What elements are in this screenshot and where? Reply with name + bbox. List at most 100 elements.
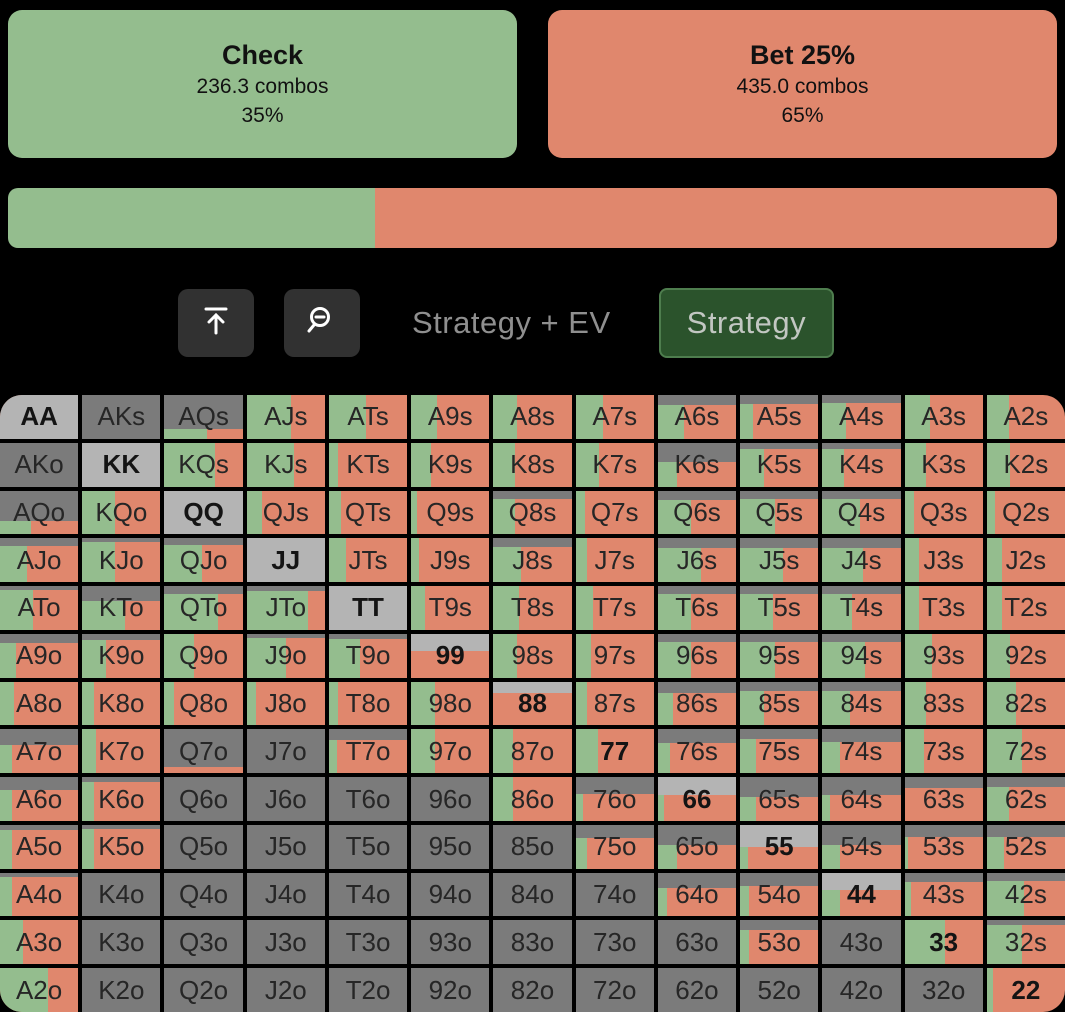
hand-cell-73s[interactable]: 73s (904, 729, 983, 774)
hand-cell-KTs[interactable]: KTs (328, 442, 408, 487)
hand-cell-A9o[interactable]: A9o (0, 633, 79, 678)
hand-cell-A6s[interactable]: A6s (657, 395, 737, 439)
hand-cell-73o[interactable]: 73o (575, 920, 654, 965)
hand-cell-42s[interactable]: 42s (986, 872, 1065, 917)
hand-cell-J2s[interactable]: J2s (986, 538, 1065, 583)
hand-cell-K3s[interactable]: K3s (904, 442, 983, 487)
hand-cell-Q3o[interactable]: Q3o (164, 920, 243, 965)
hand-cell-43s[interactable]: 43s (904, 872, 983, 917)
hand-cell-K2o[interactable]: K2o (82, 968, 161, 1012)
hand-cell-A5s[interactable]: A5s (740, 395, 819, 439)
hand-cell-72s[interactable]: 72s (986, 729, 1065, 774)
hand-cell-72o[interactable]: 72o (575, 968, 654, 1012)
hand-cell-T7s[interactable]: T7s (575, 586, 654, 630)
hand-cell-K4o[interactable]: K4o (82, 872, 161, 917)
hand-cell-65s[interactable]: 65s (740, 777, 819, 821)
hand-cell-K8o[interactable]: K8o (82, 681, 161, 726)
hand-cell-JTo[interactable]: JTo (246, 586, 325, 630)
hand-cell-T6s[interactable]: T6s (657, 586, 737, 630)
hand-cell-K4s[interactable]: K4s (822, 442, 901, 487)
hand-cell-63o[interactable]: 63o (657, 920, 737, 965)
hand-cell-84o[interactable]: 84o (493, 872, 572, 917)
hand-cell-K6o[interactable]: K6o (82, 777, 161, 821)
hand-cell-93s[interactable]: 93s (904, 633, 983, 678)
hand-cell-82o[interactable]: 82o (493, 968, 572, 1012)
hand-cell-94s[interactable]: 94s (822, 633, 901, 678)
hand-cell-97o[interactable]: 97o (411, 729, 490, 774)
hand-cell-Q7s[interactable]: Q7s (575, 490, 654, 535)
hand-cell-KQs[interactable]: KQs (164, 442, 243, 487)
hand-cell-A6o[interactable]: A6o (0, 777, 79, 821)
hand-cell-66[interactable]: 66 (657, 777, 737, 821)
hand-cell-K3o[interactable]: K3o (82, 920, 161, 965)
hand-cell-KJs[interactable]: KJs (246, 442, 325, 487)
hand-cell-75o[interactable]: 75o (575, 824, 654, 869)
hand-cell-Q4o[interactable]: Q4o (164, 872, 243, 917)
zoom-out-button[interactable] (284, 289, 360, 357)
hand-cell-QTo[interactable]: QTo (164, 586, 243, 630)
hand-cell-AKo[interactable]: AKo (0, 442, 79, 487)
hand-cell-A4s[interactable]: A4s (822, 395, 901, 439)
hand-cell-92o[interactable]: 92o (411, 968, 490, 1012)
hand-cell-63s[interactable]: 63s (904, 777, 983, 821)
view-option-strategy-ev[interactable]: Strategy + EV (412, 305, 611, 340)
hand-cell-Q6o[interactable]: Q6o (164, 777, 243, 821)
hand-cell-K9s[interactable]: K9s (411, 442, 490, 487)
hand-cell-T9o[interactable]: T9o (328, 633, 408, 678)
hand-cell-AQo[interactable]: AQo (0, 490, 79, 535)
hand-cell-AQs[interactable]: AQs (164, 395, 243, 439)
hand-cell-J9o[interactable]: J9o (246, 633, 325, 678)
hand-cell-53o[interactable]: 53o (740, 920, 819, 965)
hand-cell-T5o[interactable]: T5o (328, 824, 408, 869)
hand-cell-T4o[interactable]: T4o (328, 872, 408, 917)
hand-cell-J7s[interactable]: J7s (575, 538, 654, 583)
hand-cell-ATs[interactable]: ATs (328, 395, 408, 439)
action-button-check[interactable]: Check 236.3 combos 35% (8, 10, 517, 158)
hand-cell-65o[interactable]: 65o (657, 824, 737, 869)
hand-cell-98o[interactable]: 98o (411, 681, 490, 726)
hand-cell-K7s[interactable]: K7s (575, 442, 654, 487)
hand-cell-62s[interactable]: 62s (986, 777, 1065, 821)
hand-cell-55[interactable]: 55 (740, 824, 819, 869)
hand-cell-JJ[interactable]: JJ (246, 538, 325, 583)
hand-cell-74s[interactable]: 74s (822, 729, 901, 774)
hand-cell-95o[interactable]: 95o (411, 824, 490, 869)
hand-cell-94o[interactable]: 94o (411, 872, 490, 917)
hand-cell-64s[interactable]: 64s (822, 777, 901, 821)
hand-cell-A7s[interactable]: A7s (575, 395, 654, 439)
hand-cell-88[interactable]: 88 (493, 681, 572, 726)
hand-cell-Q5s[interactable]: Q5s (740, 490, 819, 535)
hand-cell-T4s[interactable]: T4s (822, 586, 901, 630)
hand-cell-92s[interactable]: 92s (986, 633, 1065, 678)
hand-cell-K5s[interactable]: K5s (740, 442, 819, 487)
hand-cell-85o[interactable]: 85o (493, 824, 572, 869)
hand-cell-87s[interactable]: 87s (575, 681, 654, 726)
hand-cell-J2o[interactable]: J2o (246, 968, 325, 1012)
hand-cell-T2s[interactable]: T2s (986, 586, 1065, 630)
hand-cell-T8o[interactable]: T8o (328, 681, 408, 726)
hand-cell-T9s[interactable]: T9s (411, 586, 490, 630)
hand-cell-J3o[interactable]: J3o (246, 920, 325, 965)
hand-cell-82s[interactable]: 82s (986, 681, 1065, 726)
hand-cell-KQo[interactable]: KQo (82, 490, 161, 535)
hand-cell-A8o[interactable]: A8o (0, 681, 79, 726)
hand-cell-T6o[interactable]: T6o (328, 777, 408, 821)
hand-cell-T3o[interactable]: T3o (328, 920, 408, 965)
hand-cell-96s[interactable]: 96s (657, 633, 737, 678)
hand-cell-Q8s[interactable]: Q8s (493, 490, 572, 535)
hand-cell-Q2o[interactable]: Q2o (164, 968, 243, 1012)
hand-cell-Q3s[interactable]: Q3s (904, 490, 983, 535)
hand-cell-AKs[interactable]: AKs (82, 395, 161, 439)
hand-cell-A3s[interactable]: A3s (904, 395, 983, 439)
hand-cell-52o[interactable]: 52o (740, 968, 819, 1012)
hand-cell-97s[interactable]: 97s (575, 633, 654, 678)
hand-cell-J4s[interactable]: J4s (822, 538, 901, 583)
hand-cell-QJo[interactable]: QJo (164, 538, 243, 583)
hand-cell-83s[interactable]: 83s (904, 681, 983, 726)
hand-cell-Q8o[interactable]: Q8o (164, 681, 243, 726)
hand-cell-85s[interactable]: 85s (740, 681, 819, 726)
hand-cell-ATo[interactable]: ATo (0, 586, 79, 630)
hand-cell-J6o[interactable]: J6o (246, 777, 325, 821)
hand-cell-32s[interactable]: 32s (986, 920, 1065, 965)
collapse-top-button[interactable] (178, 289, 254, 357)
